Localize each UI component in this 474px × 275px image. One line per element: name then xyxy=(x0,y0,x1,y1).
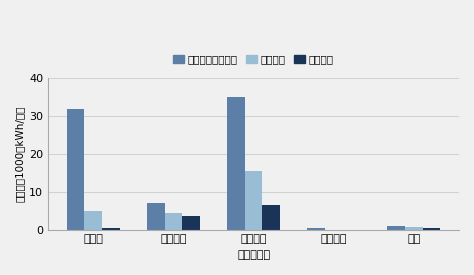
Y-axis label: 発電量（1000億kWh/年）: 発電量（1000億kWh/年） xyxy=(15,106,25,202)
Legend: 導入ポテンシャル, 高位推計, 低位推計: 導入ポテンシャル, 高位推計, 低位推計 xyxy=(169,50,338,69)
Bar xyxy=(307,228,325,230)
Bar xyxy=(227,97,245,230)
Bar xyxy=(164,213,182,230)
Bar xyxy=(263,205,280,230)
Bar xyxy=(423,228,440,230)
Bar xyxy=(182,216,200,230)
Bar xyxy=(102,228,120,230)
Bar xyxy=(147,203,164,230)
Bar xyxy=(405,227,423,230)
Bar xyxy=(67,109,84,230)
Bar xyxy=(84,211,102,230)
Bar xyxy=(245,171,263,230)
Bar xyxy=(387,226,405,230)
X-axis label: 再エネ種別: 再エネ種別 xyxy=(237,250,270,260)
